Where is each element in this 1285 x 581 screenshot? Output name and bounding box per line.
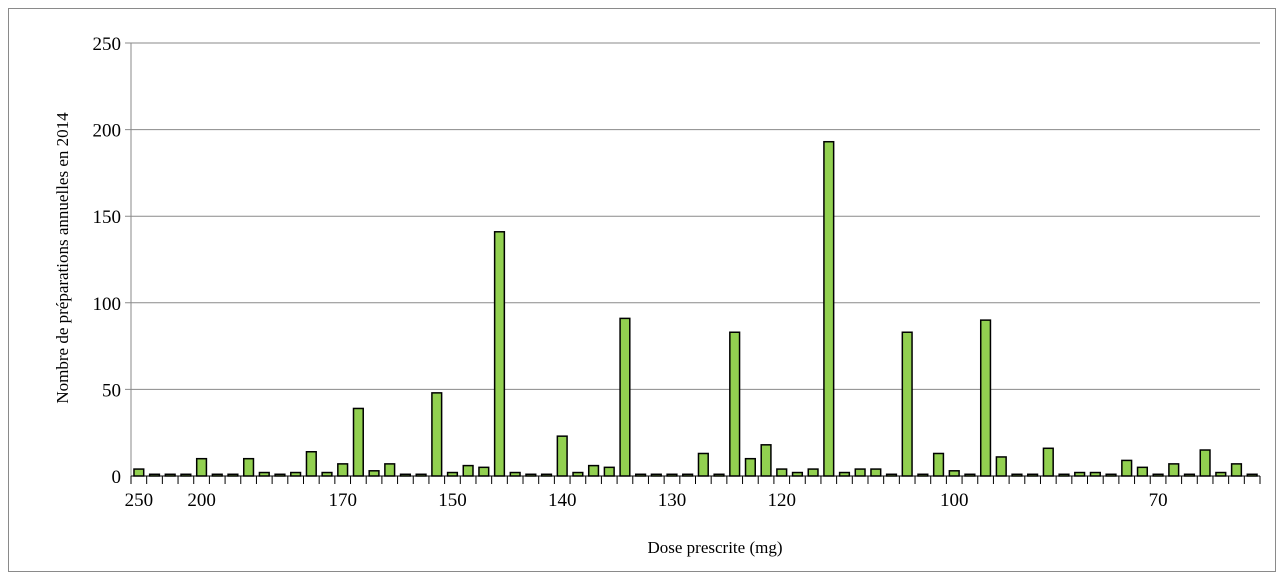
x-tick-label: 70 xyxy=(1149,490,1168,511)
x-tick-label: 130 xyxy=(658,490,687,511)
bar xyxy=(258,471,270,477)
bars xyxy=(133,140,1258,477)
bar xyxy=(478,466,490,477)
axes xyxy=(130,43,1261,484)
bar xyxy=(587,464,600,477)
bar xyxy=(556,435,568,477)
bar xyxy=(948,470,960,477)
bar xyxy=(133,468,145,477)
y-tick-label: 100 xyxy=(93,294,122,315)
bar xyxy=(1074,471,1086,477)
x-tick-label: 100 xyxy=(940,490,969,511)
x-tick-label: 200 xyxy=(187,490,216,511)
bar xyxy=(854,468,866,477)
bar xyxy=(760,444,772,477)
bar xyxy=(368,470,380,477)
x-tick-label: 250 xyxy=(125,490,154,511)
bar xyxy=(1089,471,1101,477)
bar xyxy=(384,463,396,477)
bar xyxy=(697,452,709,477)
x-tick-label: 140 xyxy=(548,490,577,511)
bar xyxy=(823,140,835,477)
bar xyxy=(776,468,788,477)
bar xyxy=(619,317,631,477)
bar xyxy=(242,457,255,477)
bar xyxy=(337,463,349,477)
bar xyxy=(1230,463,1243,477)
bar xyxy=(446,471,459,477)
y-tick-label: 150 xyxy=(93,207,122,228)
y-tick-labels: 0 50 100 150 200 250 xyxy=(93,34,122,488)
bar xyxy=(901,331,913,477)
bar xyxy=(744,457,756,477)
x-axis-title: Dose prescrite (mg) xyxy=(647,538,782,557)
bar xyxy=(572,471,584,477)
x-tick-label: 170 xyxy=(328,490,357,511)
y-tick-label: 200 xyxy=(93,121,122,142)
gridlines xyxy=(125,42,1260,390)
chart-frame xyxy=(8,8,1276,572)
bar xyxy=(807,468,819,477)
bar xyxy=(729,331,741,477)
bar xyxy=(979,319,992,477)
bar xyxy=(1121,459,1133,477)
bar xyxy=(493,231,506,477)
y-tick-label: 250 xyxy=(93,34,122,55)
x-tick-labels: 250 200 170 150 140 130 120 100 70 xyxy=(125,490,1168,511)
y-axis-title: Nombre de préparations annuelles en 2014 xyxy=(53,112,72,404)
bar xyxy=(431,392,443,477)
bar xyxy=(195,457,208,477)
bar xyxy=(932,452,945,477)
bar xyxy=(509,471,521,477)
bar xyxy=(1199,449,1211,477)
y-tick-label: 50 xyxy=(102,380,121,401)
x-tick-label: 120 xyxy=(767,490,796,511)
bar xyxy=(791,471,804,477)
x-tick-label: 150 xyxy=(438,490,467,511)
bar xyxy=(305,451,317,477)
bar xyxy=(603,466,615,477)
bar xyxy=(352,407,364,477)
bar xyxy=(321,471,333,477)
y-tick-label: 0 xyxy=(112,467,122,488)
bar xyxy=(290,471,302,477)
bar xyxy=(870,468,882,477)
bar xyxy=(462,464,474,477)
bar xyxy=(1215,471,1227,477)
bar xyxy=(1042,447,1054,477)
bar xyxy=(1136,466,1149,477)
bar xyxy=(1168,463,1180,477)
bar xyxy=(838,471,851,477)
bar xyxy=(995,456,1007,477)
